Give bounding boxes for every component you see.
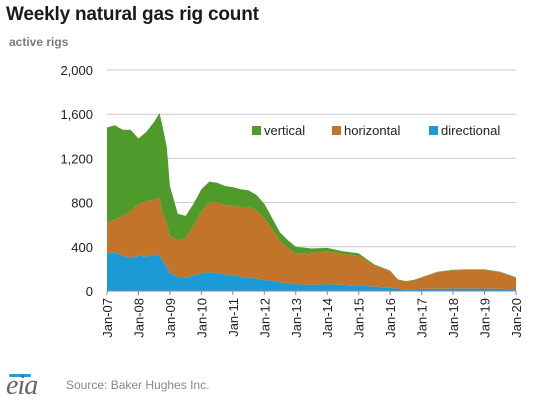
legend-swatch-horizontal	[332, 126, 341, 135]
x-tick-label: Jan-20	[509, 298, 524, 338]
x-tick-label: Jan-12	[257, 298, 272, 338]
x-tick-label: Jan-17	[415, 298, 430, 338]
y-tick-label: 800	[71, 196, 93, 211]
legend-item-vertical: vertical	[252, 123, 305, 138]
y-tick-label: 0	[86, 284, 93, 299]
source-note: Source: Baker Hughes Inc.	[66, 378, 210, 392]
x-tick-label: Jan-08	[131, 298, 146, 338]
legend-swatch-directional	[429, 126, 438, 135]
chart-title: Weekly natural gas rig count	[6, 4, 259, 25]
y-tick-label: 1,200	[60, 151, 93, 166]
legend-label-horizontal: horizontal	[344, 123, 400, 138]
y-tick-label: 2,000	[60, 63, 93, 78]
x-tick-label: Jan-14	[320, 298, 335, 338]
eia-logo-accent-icon	[9, 374, 31, 377]
footer: eia Source: Baker Hughes Inc.	[6, 370, 306, 402]
legend-swatch-vertical	[252, 126, 261, 135]
x-tick-label: Jan-07	[100, 298, 115, 338]
x-tick-label: Jan-15	[352, 298, 367, 338]
stacked-area-chart: 0 400 800 1,200 1,600 2,000 Jan-07 Jan-08 Jan-09…	[60, 63, 524, 338]
x-tick-label: Jan-11	[226, 298, 241, 337]
legend-label-directional: directional	[441, 123, 500, 138]
x-tick-label: Jan-13	[289, 298, 304, 338]
legend-item-directional: directional	[429, 123, 500, 138]
x-tick-label: Jan-19	[478, 298, 493, 338]
legend-label-vertical: vertical	[264, 123, 305, 138]
y-tick-label: 1,600	[60, 107, 93, 122]
y-tick-label: 400	[71, 240, 93, 255]
x-tick-label: Jan-09	[163, 298, 178, 338]
x-tick-label: Jan-16	[383, 298, 398, 338]
series-area-directional	[107, 252, 516, 291]
series-area-horizontal	[107, 198, 516, 290]
eia-logo: eia	[6, 370, 38, 401]
x-tick-label: Jan-18	[446, 298, 461, 338]
series-area-vertical	[107, 113, 516, 282]
x-tick-label: Jan-10	[194, 298, 209, 338]
y-axis-unit-label: active rigs	[9, 35, 69, 49]
legend-item-horizontal: horizontal	[332, 123, 400, 138]
